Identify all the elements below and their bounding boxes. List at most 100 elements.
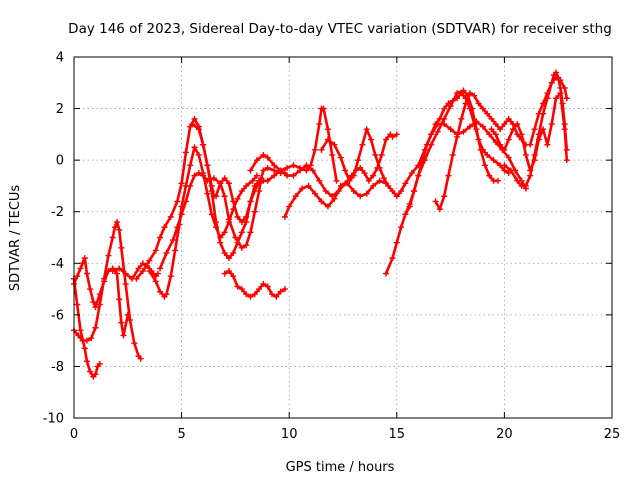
data-point bbox=[256, 188, 263, 195]
data-point bbox=[544, 141, 551, 148]
data-point bbox=[305, 182, 312, 189]
data-point bbox=[484, 151, 491, 158]
data-point bbox=[90, 298, 97, 305]
x-tick-label: 0 bbox=[70, 427, 78, 442]
data-point bbox=[350, 172, 357, 179]
data-point bbox=[75, 332, 82, 339]
data-point bbox=[421, 157, 428, 164]
data-point bbox=[553, 69, 560, 76]
x-tick-label: 10 bbox=[281, 427, 298, 442]
data-point bbox=[284, 164, 291, 171]
data-point bbox=[406, 203, 413, 210]
y-tick-label: 4 bbox=[56, 51, 64, 66]
series-track-14 bbox=[402, 87, 501, 218]
series-line bbox=[191, 107, 338, 260]
data-point bbox=[290, 162, 297, 169]
data-point bbox=[389, 255, 396, 262]
data-point bbox=[434, 128, 441, 135]
data-point bbox=[169, 237, 176, 244]
data-point bbox=[264, 164, 271, 171]
data-point bbox=[378, 151, 385, 158]
data-point bbox=[191, 144, 198, 151]
data-point bbox=[232, 234, 239, 241]
data-point bbox=[383, 136, 390, 143]
data-point bbox=[563, 95, 570, 102]
data-point bbox=[370, 182, 377, 189]
data-point bbox=[408, 170, 415, 177]
data-point bbox=[428, 141, 435, 148]
data-point bbox=[501, 162, 508, 169]
plot-frame bbox=[73, 56, 613, 419]
data-point bbox=[370, 172, 377, 179]
data-point bbox=[96, 301, 103, 308]
data-point bbox=[402, 180, 409, 187]
data-point bbox=[363, 126, 370, 133]
series-track-8 bbox=[189, 105, 340, 262]
y-tick-label: 2 bbox=[56, 102, 64, 117]
data-point bbox=[389, 133, 396, 140]
data-point bbox=[114, 219, 121, 226]
data-point bbox=[324, 203, 331, 210]
data-point bbox=[333, 177, 340, 184]
data-point bbox=[225, 180, 232, 187]
data-point bbox=[494, 177, 501, 184]
data-point bbox=[238, 286, 245, 293]
data-point bbox=[161, 224, 168, 231]
data-point bbox=[318, 198, 325, 205]
data-point bbox=[361, 170, 368, 177]
data-point bbox=[152, 247, 159, 254]
x-tick-label: 15 bbox=[389, 427, 406, 442]
data-point bbox=[376, 177, 383, 184]
data-point bbox=[189, 121, 196, 128]
chart-title: Day 146 of 2023, Sidereal Day-to-day VTE… bbox=[68, 21, 612, 37]
data-point bbox=[346, 177, 353, 184]
data-point bbox=[466, 90, 473, 97]
data-point bbox=[454, 90, 461, 97]
data-point bbox=[473, 126, 480, 133]
data-point bbox=[441, 105, 448, 112]
data-point bbox=[563, 146, 570, 153]
data-point bbox=[230, 206, 237, 213]
data-point bbox=[200, 172, 207, 179]
data-point bbox=[318, 146, 325, 153]
data-point bbox=[357, 164, 364, 171]
data-point bbox=[230, 249, 237, 256]
data-point bbox=[350, 188, 357, 195]
data-point bbox=[152, 278, 159, 285]
data-point bbox=[286, 203, 293, 210]
series-track-10 bbox=[247, 131, 400, 200]
series-line bbox=[434, 91, 528, 211]
data-point bbox=[441, 193, 448, 200]
data-point bbox=[559, 100, 566, 107]
data-point bbox=[505, 136, 512, 143]
data-point bbox=[195, 170, 202, 177]
data-point bbox=[469, 105, 476, 112]
data-point bbox=[172, 247, 179, 254]
y-tick-label: -10 bbox=[43, 412, 64, 427]
series-line bbox=[249, 133, 399, 198]
data-point bbox=[331, 141, 338, 148]
data-point bbox=[514, 177, 521, 184]
data-point bbox=[531, 151, 538, 158]
series-track-18 bbox=[527, 74, 570, 148]
data-point bbox=[553, 74, 560, 81]
data-point bbox=[135, 265, 142, 272]
data-point bbox=[553, 95, 560, 102]
data-point bbox=[260, 280, 267, 287]
y-axis-ticks: -10 -8 -6 -4 -2 0 2 4 bbox=[43, 51, 612, 427]
data-point bbox=[238, 229, 245, 236]
data-point bbox=[331, 195, 338, 202]
data-point bbox=[204, 190, 211, 197]
data-point bbox=[316, 121, 323, 128]
data-point bbox=[139, 260, 146, 267]
data-point bbox=[277, 288, 284, 295]
data-point bbox=[111, 224, 118, 231]
data-point bbox=[548, 121, 555, 128]
data-point bbox=[92, 324, 99, 331]
data-point bbox=[221, 229, 228, 236]
data-point bbox=[116, 226, 123, 233]
data-point bbox=[484, 110, 491, 117]
data-point bbox=[402, 211, 409, 218]
data-series bbox=[71, 69, 570, 380]
